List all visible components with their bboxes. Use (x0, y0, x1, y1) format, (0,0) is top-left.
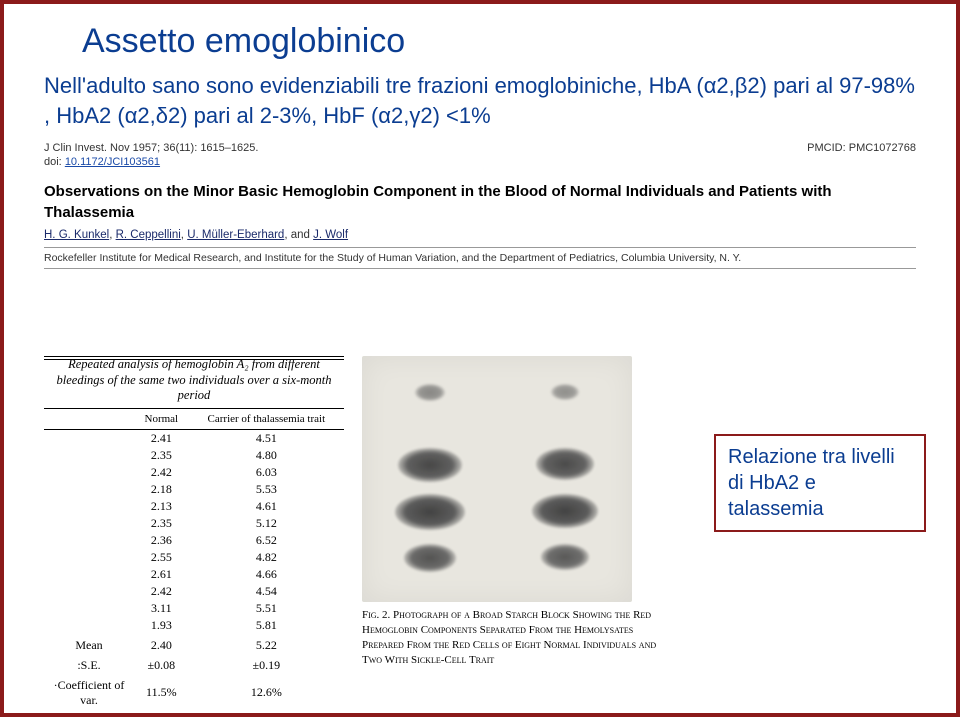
table-row: 1.935.81 (44, 617, 344, 634)
table-row: 2.614.66 (44, 566, 344, 583)
table-row: 2.424.54 (44, 583, 344, 600)
table-row: 2.185.53 (44, 481, 344, 498)
gel-lane-2 (497, 356, 632, 602)
table-row: 2.426.03 (44, 464, 344, 481)
doi-link[interactable]: 10.1172/JCI103561 (65, 156, 160, 168)
col-carrier: Carrier of thalassemia trait (189, 409, 344, 430)
hba2-table: Normal Carrier of thalassemia trait 2.41… (44, 409, 344, 709)
author-4[interactable]: J. Wolf (313, 229, 348, 241)
figure-caption: Fig. 2. Photograph of a Broad Starch Blo… (362, 608, 662, 667)
gel-band (541, 544, 589, 570)
doi-label: doi: (44, 156, 62, 168)
gel-band (398, 448, 462, 482)
gel-figure-wrap: Fig. 2. Photograph of a Broad Starch Blo… (362, 356, 916, 705)
gel-band (395, 494, 465, 530)
gel-band (404, 544, 456, 572)
gel-band (415, 384, 445, 401)
annotation-box: Relazione tra livelli di HbA2 e talassem… (714, 434, 926, 532)
paper-authors: H. G. Kunkel, R. Ceppellini, U. Müller-E… (44, 229, 916, 241)
paper-pmcid: PMCID: PMC1072768 (807, 142, 916, 154)
gel-image (362, 356, 632, 602)
table-row: 2.414.51 (44, 429, 344, 447)
gel-lane-1 (362, 356, 497, 602)
gel-band (551, 384, 579, 400)
author-1[interactable]: H. G. Kunkel (44, 229, 109, 241)
paper-citation-block: J Clin Invest. Nov 1957; 36(11): 1615–16… (44, 142, 916, 269)
gel-band (532, 494, 598, 528)
author-2[interactable]: R. Ceppellini (116, 229, 181, 241)
slide-title: Assetto emoglobinico (82, 22, 956, 61)
author-3[interactable]: U. Müller-Eberhard (187, 229, 284, 241)
paper-title: Observations on the Minor Basic Hemoglob… (44, 182, 916, 223)
paper-top-row: J Clin Invest. Nov 1957; 36(11): 1615–16… (44, 142, 916, 154)
gel-band (536, 448, 594, 480)
paper-doi-row: doi: 10.1172/JCI103561 (44, 156, 916, 168)
hba2-table-wrap: Repeated analysis of hemoglobin A₂ from … (44, 356, 344, 705)
table-body: 2.414.51 2.354.80 2.426.03 2.185.53 2.13… (44, 429, 344, 634)
row-se: :S.E.±0.08±0.19 (44, 654, 344, 674)
paper-affiliation: Rockefeller Institute for Medical Resear… (44, 247, 916, 269)
lower-content: Repeated analysis of hemoglobin A₂ from … (44, 356, 916, 705)
table-caption: Repeated analysis of hemoglobin A₂ from … (44, 356, 344, 409)
table-row: 2.366.52 (44, 532, 344, 549)
table-row: 2.355.12 (44, 515, 344, 532)
table-row: 3.115.51 (44, 600, 344, 617)
paper-journal: J Clin Invest. Nov 1957; 36(11): 1615–16… (44, 142, 258, 154)
slide-subtitle: Nell'adulto sano sono evidenziabili tre … (44, 71, 916, 130)
slide: Assetto emoglobinico Nell'adulto sano so… (0, 0, 960, 717)
table-row: 2.134.61 (44, 498, 344, 515)
row-cov: ·Coefficient of var.11.5%12.6% (44, 674, 344, 709)
table-row: 2.554.82 (44, 549, 344, 566)
col-normal: Normal (134, 409, 189, 430)
table-row: 2.354.80 (44, 447, 344, 464)
row-mean: Mean2.405.22 (44, 634, 344, 654)
